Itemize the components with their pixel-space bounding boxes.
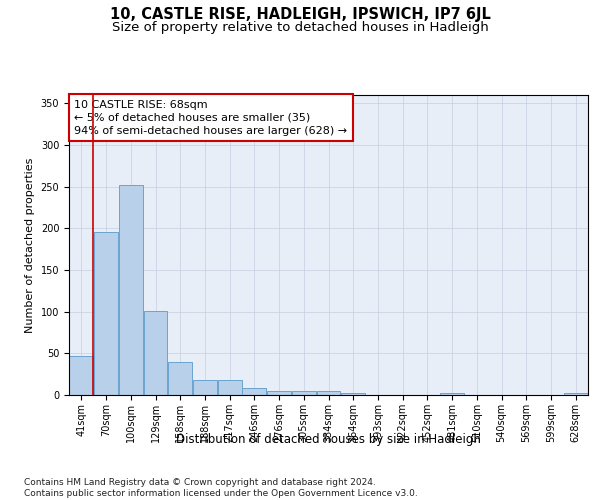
Text: Distribution of detached houses by size in Hadleigh: Distribution of detached houses by size …: [176, 432, 481, 446]
Text: Size of property relative to detached houses in Hadleigh: Size of property relative to detached ho…: [112, 21, 488, 34]
Bar: [440, 392, 464, 395]
Bar: [341, 392, 365, 395]
Bar: [94, 232, 118, 395]
Bar: [292, 391, 316, 395]
Bar: [242, 388, 266, 395]
Bar: [563, 392, 587, 395]
Bar: [119, 185, 143, 395]
Text: 10, CASTLE RISE, HADLEIGH, IPSWICH, IP7 6JL: 10, CASTLE RISE, HADLEIGH, IPSWICH, IP7 …: [110, 8, 490, 22]
Bar: [317, 391, 340, 395]
Y-axis label: Number of detached properties: Number of detached properties: [25, 158, 35, 332]
Bar: [143, 311, 167, 395]
Bar: [168, 362, 192, 395]
Bar: [193, 380, 217, 395]
Text: Contains HM Land Registry data © Crown copyright and database right 2024.
Contai: Contains HM Land Registry data © Crown c…: [24, 478, 418, 498]
Text: 10 CASTLE RISE: 68sqm
← 5% of detached houses are smaller (35)
94% of semi-detac: 10 CASTLE RISE: 68sqm ← 5% of detached h…: [74, 100, 347, 136]
Bar: [218, 380, 242, 395]
Bar: [70, 356, 94, 395]
Bar: [267, 391, 291, 395]
